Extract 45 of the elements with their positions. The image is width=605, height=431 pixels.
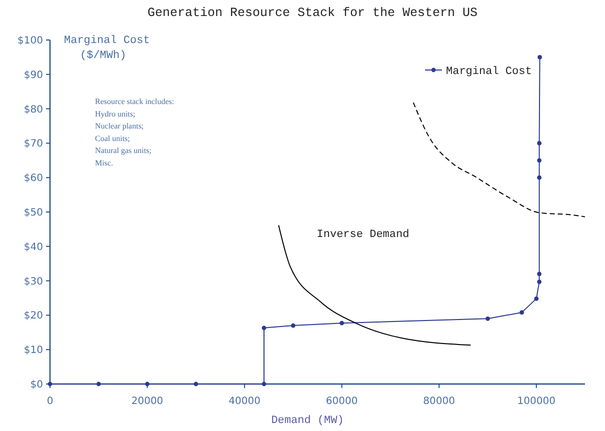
x-tick-label: 40000 <box>228 396 260 407</box>
point <box>486 316 490 321</box>
annotation: Hydro units; <box>95 109 136 118</box>
annotation: Nuclear plants; <box>95 122 144 131</box>
y-tick-label: $20 <box>24 310 43 322</box>
y-tick-label: $10 <box>24 345 43 356</box>
annotation: Misc. <box>95 158 113 168</box>
x-tick-label: 0 <box>46 396 54 407</box>
point <box>290 323 296 328</box>
line-series <box>278 224 472 346</box>
point <box>262 382 266 386</box>
point <box>262 326 266 330</box>
line-series <box>412 102 586 218</box>
y-tick-label: $40 <box>24 242 43 253</box>
annotation: Inverse Demand <box>316 229 410 241</box>
x-axis-title: Demand (MW) <box>271 415 344 427</box>
annotation: Natural gas units; <box>95 146 152 156</box>
y-tick-label: $80 <box>24 104 43 116</box>
point <box>96 382 101 386</box>
x-tick-label: 20000 <box>131 396 164 407</box>
chart-title: Generation Resource Stack for the Western US <box>147 6 478 20</box>
y-axis-title: Marginal Cost ($/MWh) <box>64 35 150 62</box>
y-tick-label: $100 <box>18 36 43 46</box>
legend-label: Marginal Cost <box>446 66 532 78</box>
annotation: Coal units; <box>95 134 130 143</box>
point <box>520 310 524 315</box>
point <box>194 382 198 386</box>
x-tick-label: 80000 <box>423 396 455 407</box>
y-tick-label: $60 <box>24 173 43 184</box>
x-tick-label: 60000 <box>326 396 358 407</box>
y-tick-label: $30 <box>24 276 43 288</box>
annotation: Resource stack includes: <box>95 97 174 106</box>
point <box>534 296 539 301</box>
y-tick-label: $90 <box>24 70 43 81</box>
point <box>538 55 542 60</box>
point <box>537 141 542 146</box>
point <box>537 280 542 284</box>
y-tick-label: $0 <box>30 380 43 390</box>
point <box>340 320 344 326</box>
y-tick-label: $50 <box>24 208 43 218</box>
point <box>537 175 542 180</box>
y-tick-label: $70 <box>24 138 43 150</box>
point <box>537 272 542 276</box>
x-tick-label: 100000 <box>517 396 556 407</box>
point <box>537 158 542 163</box>
